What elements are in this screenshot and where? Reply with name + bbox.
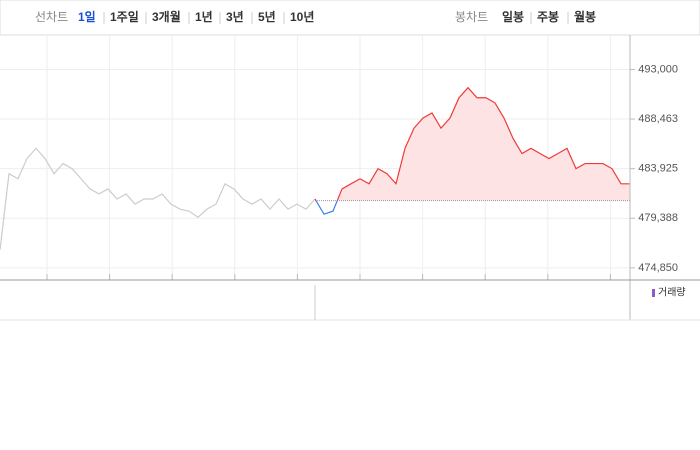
line — [0, 147, 316, 250]
candle-tab[interactable]: 주봉 — [537, 10, 559, 24]
period-tab[interactable]: 10년 — [290, 10, 314, 24]
area — [315, 87, 630, 201]
candle-tab[interactable]: 월봉 — [574, 9, 596, 24]
y-tick-label: 488,463 — [638, 113, 678, 125]
tab-label: 선차트 — [35, 10, 68, 24]
period-tab[interactable]: 3개월 — [152, 9, 181, 24]
grid: 493,000 488,463 483,925 479,388 474,850 — [0, 35, 678, 280]
period-tab[interactable]: 1일 — [78, 10, 96, 24]
y-tick-label: 483,925 — [638, 163, 678, 175]
line — [314, 86, 630, 201]
y-tick-label: 479,388 — [638, 212, 678, 224]
period-tab[interactable]: 5년 — [258, 10, 276, 24]
y-tick-label: 493,000 — [638, 63, 678, 75]
tab-label: 봉차트 — [455, 10, 488, 24]
tab-bar: 선차트 1일 1주일 3개월 1년 3년 5년 10년 봉차트 일봉 주봉 월봉 — [35, 9, 596, 24]
period-tab[interactable]: 3년 — [226, 10, 244, 24]
candle-tab[interactable]: 일봉 — [502, 10, 524, 24]
volume-legend-swatch — [652, 289, 655, 297]
plot — [0, 86, 630, 250]
y-tick-label: 474,850 — [638, 262, 678, 274]
toolbar — [0, 0, 700, 36]
period-tab[interactable]: 1주일 — [110, 10, 139, 24]
period-tab[interactable]: 1년 — [195, 10, 213, 24]
volume-label: 거래량 — [658, 287, 686, 299]
